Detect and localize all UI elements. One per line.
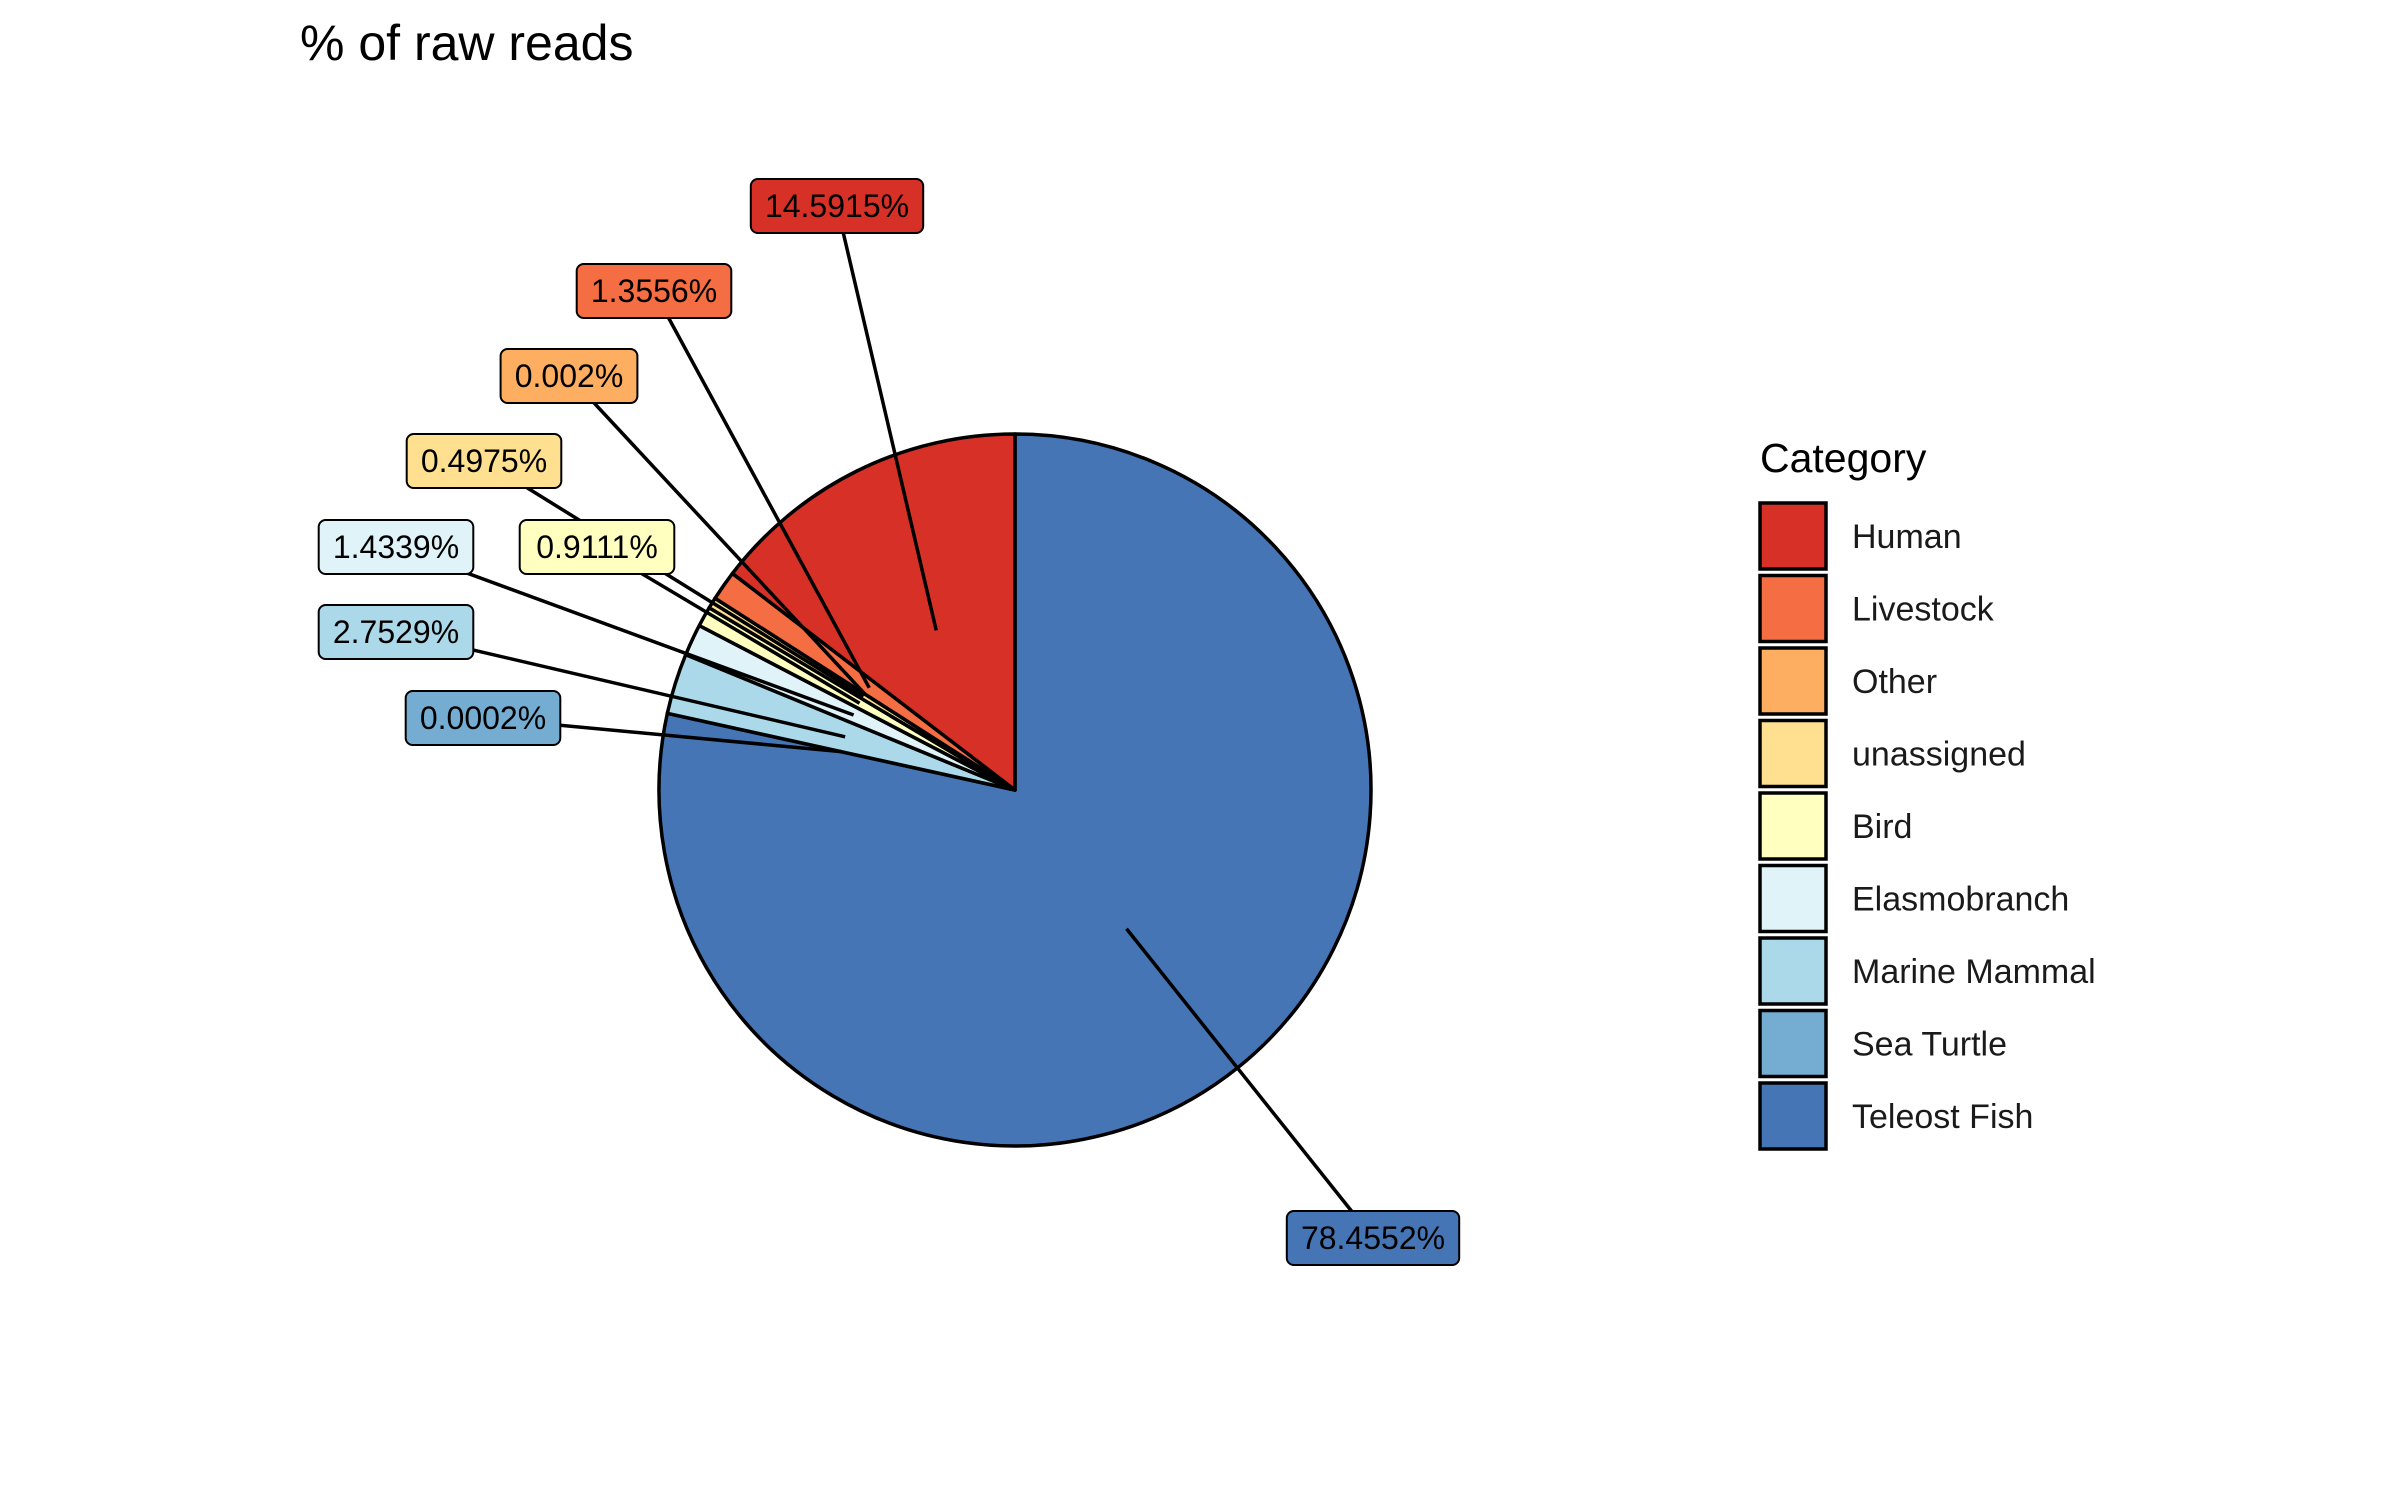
legend-swatch bbox=[1758, 501, 1828, 571]
pie-slice-human bbox=[730, 432, 1017, 792]
data-label-box bbox=[404, 690, 562, 746]
data-label-text: 1.4339% bbox=[333, 529, 459, 565]
data-label-marine-mammal: 2.7529% bbox=[317, 604, 475, 660]
data-label-sea-turtle: 0.0002% bbox=[404, 690, 562, 746]
legend-item-human: Human bbox=[1758, 501, 1962, 571]
data-label-box bbox=[499, 348, 639, 404]
data-label-text: 78.4552% bbox=[1301, 1220, 1445, 1256]
data-label-box bbox=[749, 178, 925, 234]
legend-item-sea-turtle: Sea Turtle bbox=[1758, 1008, 2007, 1079]
legend-label: Livestock bbox=[1852, 591, 1995, 629]
legend-swatch bbox=[1758, 863, 1828, 934]
data-label-elasmobranch: 1.4339% bbox=[317, 519, 475, 575]
legend-swatch bbox=[1758, 573, 1828, 644]
leader-line-unassigned bbox=[483, 459, 865, 698]
legend-swatch bbox=[1758, 936, 1828, 1006]
legend-items: Human Livestock Other unassigned Bird Elasmob… bbox=[1758, 501, 2096, 1151]
legend-swatch bbox=[1758, 1081, 1828, 1151]
legend-label: Sea Turtle bbox=[1852, 1026, 2007, 1064]
leader-lines bbox=[395, 205, 1375, 1240]
data-label-text: 0.9111% bbox=[536, 529, 658, 565]
legend-item-elasmobranch: Elasmobranch bbox=[1758, 863, 2069, 934]
data-label-box bbox=[575, 263, 733, 319]
legend-label: Elasmobranch bbox=[1852, 881, 2069, 919]
legend-swatch bbox=[1758, 791, 1828, 861]
legend-title: Category bbox=[1760, 435, 1927, 481]
data-label-box bbox=[1285, 1210, 1461, 1266]
data-label-teleost-fish: 78.4552% bbox=[1285, 1210, 1461, 1266]
legend-label: Human bbox=[1852, 518, 1962, 556]
data-label-box bbox=[317, 604, 475, 660]
legend-item-livestock: Livestock bbox=[1758, 573, 1995, 644]
legend-item-bird: Bird bbox=[1758, 791, 1912, 861]
legend-label: Teleost Fish bbox=[1852, 1098, 2033, 1136]
legend-swatch bbox=[1758, 1008, 1828, 1079]
data-label-text: 0.4975% bbox=[421, 443, 547, 479]
leader-line-livestock bbox=[652, 290, 871, 689]
legend-swatch bbox=[1758, 718, 1828, 789]
leader-line-human bbox=[835, 205, 938, 631]
legend-item-marine-mammal: Marine Mammal bbox=[1758, 936, 2096, 1006]
data-label-livestock: 1.3556% bbox=[575, 263, 733, 319]
pie-slices bbox=[657, 432, 1373, 1148]
legend-label: unassigned bbox=[1852, 736, 2026, 774]
data-labels: 78.4552% 0.0002% 2.7529% 1.4339% 0.9111% 0.49… bbox=[317, 178, 1461, 1266]
data-label-box bbox=[317, 519, 475, 575]
data-label-text: 1.3556% bbox=[591, 273, 717, 309]
leader-line-teleost-fish bbox=[1125, 927, 1375, 1240]
legend: Category Human Livestock Other unassigned Bi… bbox=[1758, 435, 2096, 1151]
data-label-text: 14.5915% bbox=[765, 188, 909, 224]
data-label-human: 14.5915% bbox=[749, 178, 925, 234]
leader-line-elasmobranch bbox=[395, 545, 855, 717]
data-label-unassigned: 0.4975% bbox=[405, 433, 563, 489]
data-label-other: 0.002% bbox=[499, 348, 639, 404]
data-label-text: 0.0002% bbox=[420, 700, 546, 736]
data-label-text: 2.7529% bbox=[333, 614, 459, 650]
legend-label: Bird bbox=[1852, 808, 1912, 846]
legend-item-other: Other bbox=[1758, 646, 1937, 716]
leader-line-other bbox=[567, 374, 867, 696]
data-label-bird: 0.9111% bbox=[518, 519, 676, 575]
data-label-box bbox=[405, 433, 563, 489]
legend-item-unassigned: unassigned bbox=[1758, 718, 2026, 789]
chart-title: % of raw reads bbox=[300, 15, 633, 71]
legend-swatch bbox=[1758, 646, 1828, 716]
data-label-box bbox=[518, 519, 676, 575]
legend-label: Other bbox=[1852, 663, 1937, 701]
data-label-text: 0.002% bbox=[515, 358, 624, 394]
legend-label: Marine Mammal bbox=[1852, 953, 2096, 991]
legend-item-teleost-fish: Teleost Fish bbox=[1758, 1081, 2033, 1151]
